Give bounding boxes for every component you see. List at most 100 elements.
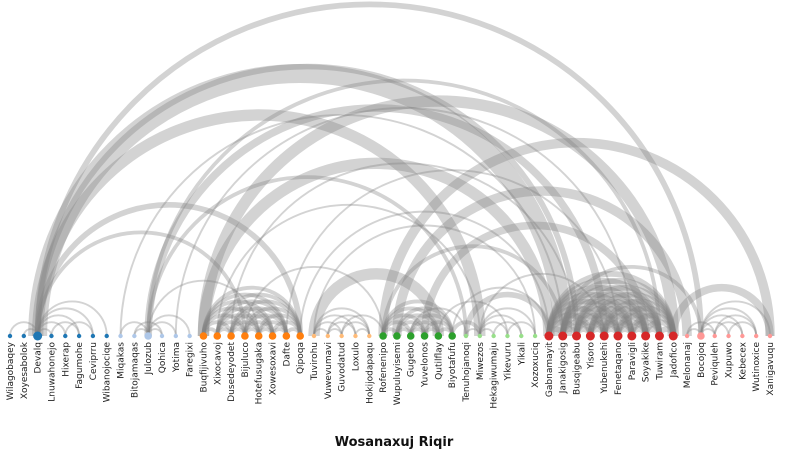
link-arc [559, 291, 649, 337]
node-dot[interactable] [132, 333, 137, 339]
link-arc [313, 224, 537, 337]
link-arc [313, 314, 357, 337]
node-label: Wibanojociqe [103, 342, 113, 403]
node-dot[interactable] [519, 333, 524, 339]
node-dot[interactable] [641, 331, 651, 341]
node-label: Gugebo [407, 342, 417, 378]
node-dot[interactable] [213, 332, 222, 340]
node-dot[interactable] [76, 333, 82, 339]
node-dot[interactable] [241, 332, 249, 340]
link-arc [34, 1, 704, 337]
node-label: Yuvelonos [421, 342, 431, 388]
node-dot[interactable] [767, 333, 773, 339]
node-dot[interactable] [104, 333, 109, 339]
node-dot[interactable] [21, 333, 27, 339]
node-label: Xanigavuqu [766, 342, 776, 396]
link-arc [381, 306, 441, 337]
node-dot[interactable] [684, 333, 690, 339]
node-label: Yikevuru [503, 342, 513, 382]
node-dot[interactable] [393, 332, 401, 340]
node-dot[interactable] [227, 332, 235, 340]
link-arc [31, 109, 486, 337]
node-label: Bocojoq [697, 342, 707, 378]
node-dot[interactable] [613, 331, 623, 341]
node-label: Fagumohe [75, 342, 85, 389]
node-dot[interactable] [697, 332, 705, 340]
link-arc [573, 291, 663, 337]
node-dot[interactable] [627, 331, 637, 341]
node-dot[interactable] [572, 331, 582, 341]
node-dot[interactable] [296, 332, 304, 340]
node-dot[interactable] [325, 333, 331, 339]
node-dot[interactable] [367, 333, 372, 339]
node-label: Guvodatud [338, 342, 348, 392]
node-label: Gabnamayit [545, 342, 555, 398]
link-arc [256, 313, 303, 337]
node-dot[interactable] [668, 331, 678, 341]
node-dot[interactable] [434, 332, 443, 340]
link-arc [243, 265, 385, 337]
link-arc [408, 320, 441, 337]
link-arc [409, 307, 467, 337]
link-arc [215, 320, 247, 337]
node-label: Rofenenipo [379, 342, 389, 393]
node-label: Qipoqa [296, 342, 306, 374]
node-dot[interactable] [173, 333, 179, 339]
node-dot[interactable] [505, 333, 510, 339]
link-arc [229, 299, 303, 337]
node-dot[interactable] [654, 331, 664, 341]
node-dot[interactable] [311, 333, 317, 339]
node-dot[interactable] [33, 331, 43, 341]
node-label: Bijuluco [241, 342, 251, 378]
node-label: Hokijodapaqu [365, 342, 375, 404]
node-dot[interactable] [144, 332, 152, 340]
node-dot[interactable] [159, 333, 165, 339]
node-dot[interactable] [532, 333, 538, 339]
node-dot[interactable] [187, 333, 192, 339]
node-label: Hixerap [61, 342, 71, 377]
node-dot[interactable] [740, 333, 745, 339]
node-dot[interactable] [712, 333, 717, 339]
link-arc [587, 291, 677, 337]
node-dot[interactable] [254, 332, 263, 340]
node-dot[interactable] [118, 333, 123, 339]
node-dot[interactable] [585, 331, 595, 341]
node-dot[interactable] [463, 333, 469, 339]
node-dot[interactable] [282, 332, 291, 340]
node-dot[interactable] [379, 332, 387, 340]
node-dot[interactable] [339, 333, 344, 339]
node-dot[interactable] [726, 333, 731, 339]
node-label: Wutinoxice [752, 342, 762, 392]
node-dot[interactable] [90, 333, 96, 339]
link-arc [270, 320, 303, 337]
node-dot[interactable] [448, 332, 456, 340]
link-arc [64, 321, 94, 337]
link-arc [587, 298, 663, 337]
node-label: Yikali [517, 342, 527, 366]
node-dot[interactable] [268, 332, 277, 340]
link-arc [256, 320, 289, 337]
node-dot[interactable] [49, 333, 54, 339]
link-arc [546, 291, 635, 337]
node-dot[interactable] [544, 331, 554, 341]
node-dot[interactable] [7, 333, 13, 339]
node-dot[interactable] [353, 333, 358, 339]
node-dot[interactable] [558, 331, 568, 341]
node-dot[interactable] [599, 331, 609, 341]
node-label: Wilagobaqey [6, 341, 16, 400]
link-arc [587, 312, 635, 337]
link-arc [230, 162, 578, 337]
node-dot[interactable] [199, 332, 208, 340]
node-dot[interactable] [491, 333, 496, 339]
node-dot[interactable] [420, 332, 429, 340]
link-arc [381, 244, 565, 337]
link-arc [229, 306, 289, 337]
link-arc [573, 298, 649, 337]
node-dot[interactable] [406, 332, 415, 340]
node-dot[interactable] [63, 333, 68, 339]
node-label: Wupuluyisemi [393, 342, 403, 405]
node-dot[interactable] [477, 333, 483, 339]
link-arc [669, 284, 774, 337]
link-arc [381, 320, 413, 337]
node-dot[interactable] [753, 333, 759, 339]
